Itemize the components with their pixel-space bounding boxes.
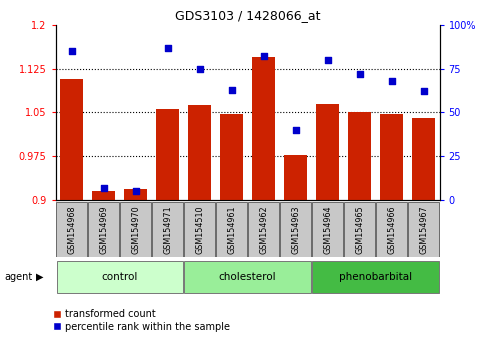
Bar xyxy=(156,109,179,200)
Text: agent: agent xyxy=(5,272,33,282)
Bar xyxy=(184,202,215,257)
Bar xyxy=(252,57,275,200)
Bar xyxy=(313,261,439,293)
Bar xyxy=(152,202,183,257)
Bar xyxy=(312,202,343,257)
Point xyxy=(324,57,331,63)
Bar xyxy=(316,104,339,200)
Bar xyxy=(348,112,371,200)
Text: GSM154966: GSM154966 xyxy=(387,206,396,254)
Legend: transformed count, percentile rank within the sample: transformed count, percentile rank withi… xyxy=(53,309,230,332)
Bar xyxy=(120,202,151,257)
Bar xyxy=(60,79,83,200)
Bar xyxy=(248,202,279,257)
Bar xyxy=(280,202,311,257)
Text: GSM154964: GSM154964 xyxy=(323,206,332,254)
Bar xyxy=(376,202,407,257)
Bar xyxy=(92,191,115,200)
Text: phenobarbital: phenobarbital xyxy=(339,272,412,282)
Bar xyxy=(220,114,243,200)
Text: GSM154510: GSM154510 xyxy=(195,206,204,254)
Bar xyxy=(185,261,311,293)
Point xyxy=(68,48,75,54)
Point xyxy=(99,185,107,190)
Text: GSM154961: GSM154961 xyxy=(227,206,236,254)
Point xyxy=(292,127,299,133)
Text: ▶: ▶ xyxy=(36,272,44,282)
Bar xyxy=(88,202,119,257)
Point xyxy=(420,88,427,94)
Text: GSM154965: GSM154965 xyxy=(355,206,364,254)
Bar xyxy=(284,155,307,200)
Bar xyxy=(188,105,211,200)
Text: control: control xyxy=(101,272,138,282)
Point xyxy=(355,71,363,77)
Bar xyxy=(408,202,439,257)
Text: GSM154969: GSM154969 xyxy=(99,206,108,254)
Point xyxy=(164,45,171,50)
Point xyxy=(132,188,140,194)
Bar xyxy=(216,202,247,257)
Text: GSM154971: GSM154971 xyxy=(163,206,172,254)
Text: GSM154963: GSM154963 xyxy=(291,206,300,254)
Text: GSM154967: GSM154967 xyxy=(419,206,428,254)
Point xyxy=(388,78,396,84)
Bar xyxy=(380,114,403,200)
Title: GDS3103 / 1428066_at: GDS3103 / 1428066_at xyxy=(175,9,320,22)
Text: GSM154970: GSM154970 xyxy=(131,206,140,254)
Point xyxy=(196,66,203,72)
Bar xyxy=(124,189,147,200)
Bar xyxy=(56,202,87,257)
Bar xyxy=(412,118,435,200)
Text: GSM154962: GSM154962 xyxy=(259,206,268,254)
Bar xyxy=(344,202,375,257)
Bar xyxy=(57,261,183,293)
Text: cholesterol: cholesterol xyxy=(219,272,276,282)
Text: GSM154968: GSM154968 xyxy=(67,206,76,254)
Point xyxy=(260,53,268,59)
Point xyxy=(227,87,235,92)
